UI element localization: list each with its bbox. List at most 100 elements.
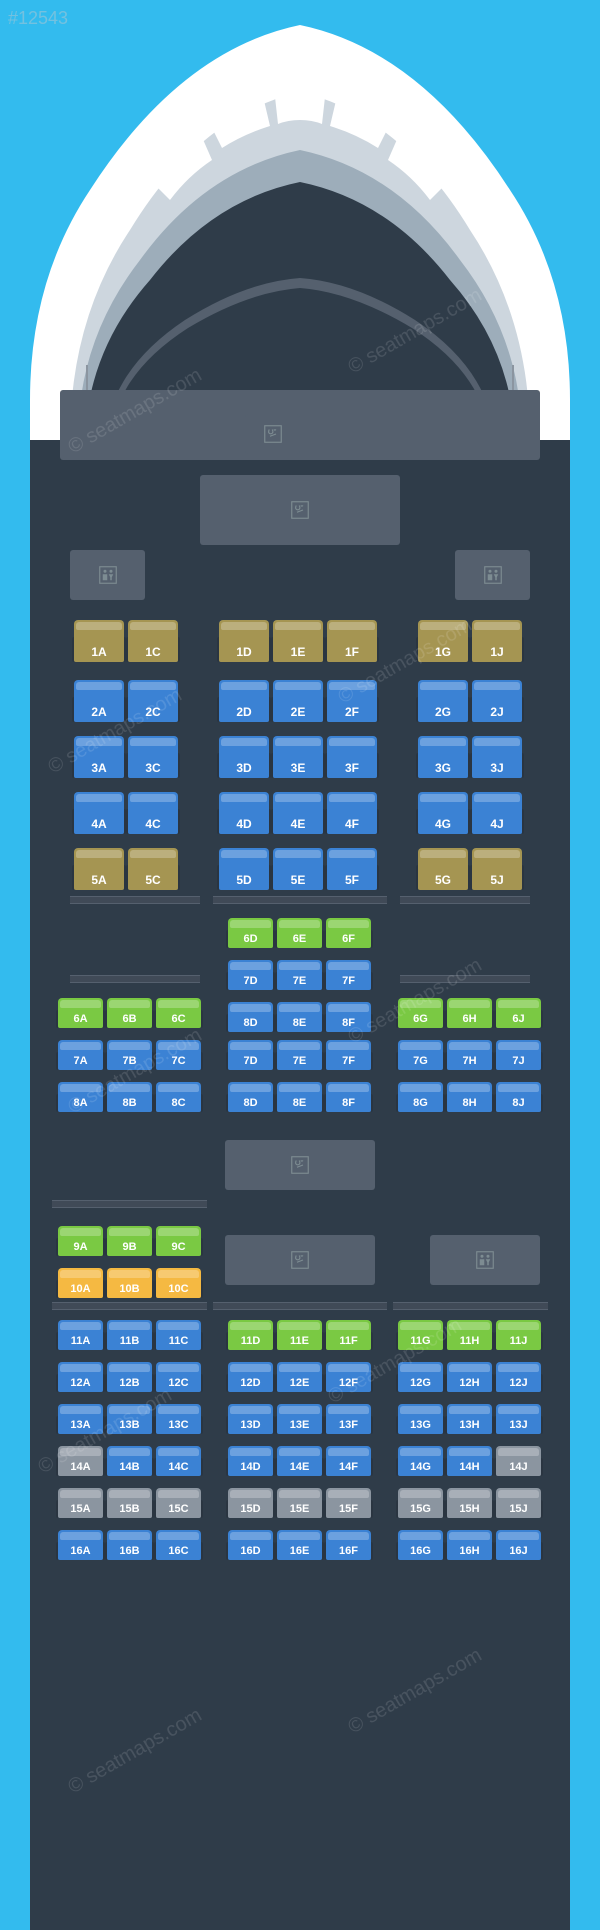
seat-12C[interactable]: 12C [156, 1362, 201, 1392]
seat-16E[interactable]: 16E [277, 1530, 322, 1560]
seat-12F[interactable]: 12F [326, 1362, 371, 1392]
seat-2A[interactable]: 2A [74, 680, 124, 722]
seat-3A[interactable]: 3A [74, 736, 124, 778]
seat-6B[interactable]: 6B [107, 998, 152, 1028]
seat-10A[interactable]: 10A [58, 1268, 103, 1298]
seat-11B[interactable]: 11B [107, 1320, 152, 1350]
seat-16F[interactable]: 16F [326, 1530, 371, 1560]
seat-2F[interactable]: 2F [327, 680, 377, 722]
seat-15B[interactable]: 15B [107, 1488, 152, 1518]
seat-15D[interactable]: 15D [228, 1488, 273, 1518]
seat-9C[interactable]: 9C [156, 1226, 201, 1256]
seat-11H[interactable]: 11H [447, 1320, 492, 1350]
seat-2G[interactable]: 2G [418, 680, 468, 722]
seat-8J[interactable]: 8J [496, 1082, 541, 1112]
seat-8C[interactable]: 8C [156, 1082, 201, 1112]
seat-5F[interactable]: 5F [327, 848, 377, 890]
seat-13J[interactable]: 13J [496, 1404, 541, 1434]
seat-8A[interactable]: 8A [58, 1082, 103, 1112]
seat-14E[interactable]: 14E [277, 1446, 322, 1476]
seat-6G[interactable]: 6G [398, 998, 443, 1028]
seat-3F[interactable]: 3F [327, 736, 377, 778]
seat-12B[interactable]: 12B [107, 1362, 152, 1392]
seat-2J[interactable]: 2J [472, 680, 522, 722]
seat-16H[interactable]: 16H [447, 1530, 492, 1560]
seat-1C[interactable]: 1C [128, 620, 178, 662]
seat-7A[interactable]: 7A [58, 1040, 103, 1070]
seat-10C[interactable]: 10C [156, 1268, 201, 1298]
seat-8E[interactable]: 8E [277, 1082, 322, 1112]
seat-5E[interactable]: 5E [273, 848, 323, 890]
seat-12E[interactable]: 12E [277, 1362, 322, 1392]
seat-15E[interactable]: 15E [277, 1488, 322, 1518]
seat-6J[interactable]: 6J [496, 998, 541, 1028]
seat-13F[interactable]: 13F [326, 1404, 371, 1434]
seat-7J[interactable]: 7J [496, 1040, 541, 1070]
seat-6D[interactable]: 6D [228, 918, 273, 948]
seat-16C[interactable]: 16C [156, 1530, 201, 1560]
seat-2E[interactable]: 2E [273, 680, 323, 722]
seat-1G[interactable]: 1G [418, 620, 468, 662]
seat-7D[interactable]: 7D [228, 960, 273, 990]
seat-13A[interactable]: 13A [58, 1404, 103, 1434]
seat-15H[interactable]: 15H [447, 1488, 492, 1518]
seat-4A[interactable]: 4A [74, 792, 124, 834]
seat-5J[interactable]: 5J [472, 848, 522, 890]
seat-6H[interactable]: 6H [447, 998, 492, 1028]
seat-8F[interactable]: 8F [326, 1082, 371, 1112]
seat-14F[interactable]: 14F [326, 1446, 371, 1476]
seat-2C[interactable]: 2C [128, 680, 178, 722]
seat-7D[interactable]: 7D [228, 1040, 273, 1070]
seat-3D[interactable]: 3D [219, 736, 269, 778]
seat-8D[interactable]: 8D [228, 1002, 273, 1032]
seat-16G[interactable]: 16G [398, 1530, 443, 1560]
seat-14C[interactable]: 14C [156, 1446, 201, 1476]
seat-13E[interactable]: 13E [277, 1404, 322, 1434]
seat-7C[interactable]: 7C [156, 1040, 201, 1070]
seat-5G[interactable]: 5G [418, 848, 468, 890]
seat-12H[interactable]: 12H [447, 1362, 492, 1392]
seat-9B[interactable]: 9B [107, 1226, 152, 1256]
seat-10B[interactable]: 10B [107, 1268, 152, 1298]
seat-11E[interactable]: 11E [277, 1320, 322, 1350]
seat-12G[interactable]: 12G [398, 1362, 443, 1392]
seat-15C[interactable]: 15C [156, 1488, 201, 1518]
seat-16B[interactable]: 16B [107, 1530, 152, 1560]
seat-14A[interactable]: 14A [58, 1446, 103, 1476]
seat-7F[interactable]: 7F [326, 960, 371, 990]
seat-11G[interactable]: 11G [398, 1320, 443, 1350]
seat-11F[interactable]: 11F [326, 1320, 371, 1350]
seat-1F[interactable]: 1F [327, 620, 377, 662]
seat-12D[interactable]: 12D [228, 1362, 273, 1392]
seat-15A[interactable]: 15A [58, 1488, 103, 1518]
seat-14G[interactable]: 14G [398, 1446, 443, 1476]
seat-7B[interactable]: 7B [107, 1040, 152, 1070]
seat-12A[interactable]: 12A [58, 1362, 103, 1392]
seat-11A[interactable]: 11A [58, 1320, 103, 1350]
seat-1A[interactable]: 1A [74, 620, 124, 662]
seat-12J[interactable]: 12J [496, 1362, 541, 1392]
seat-7F[interactable]: 7F [326, 1040, 371, 1070]
seat-8B[interactable]: 8B [107, 1082, 152, 1112]
seat-13G[interactable]: 13G [398, 1404, 443, 1434]
seat-4G[interactable]: 4G [418, 792, 468, 834]
seat-1D[interactable]: 1D [219, 620, 269, 662]
seat-13B[interactable]: 13B [107, 1404, 152, 1434]
seat-11J[interactable]: 11J [496, 1320, 541, 1350]
seat-5A[interactable]: 5A [74, 848, 124, 890]
seat-2D[interactable]: 2D [219, 680, 269, 722]
seat-7H[interactable]: 7H [447, 1040, 492, 1070]
seat-16D[interactable]: 16D [228, 1530, 273, 1560]
seat-13C[interactable]: 13C [156, 1404, 201, 1434]
seat-13D[interactable]: 13D [228, 1404, 273, 1434]
seat-6F[interactable]: 6F [326, 918, 371, 948]
seat-8G[interactable]: 8G [398, 1082, 443, 1112]
seat-14B[interactable]: 14B [107, 1446, 152, 1476]
seat-4F[interactable]: 4F [327, 792, 377, 834]
seat-14H[interactable]: 14H [447, 1446, 492, 1476]
seat-4J[interactable]: 4J [472, 792, 522, 834]
seat-7E[interactable]: 7E [277, 960, 322, 990]
seat-3G[interactable]: 3G [418, 736, 468, 778]
seat-5C[interactable]: 5C [128, 848, 178, 890]
seat-7E[interactable]: 7E [277, 1040, 322, 1070]
